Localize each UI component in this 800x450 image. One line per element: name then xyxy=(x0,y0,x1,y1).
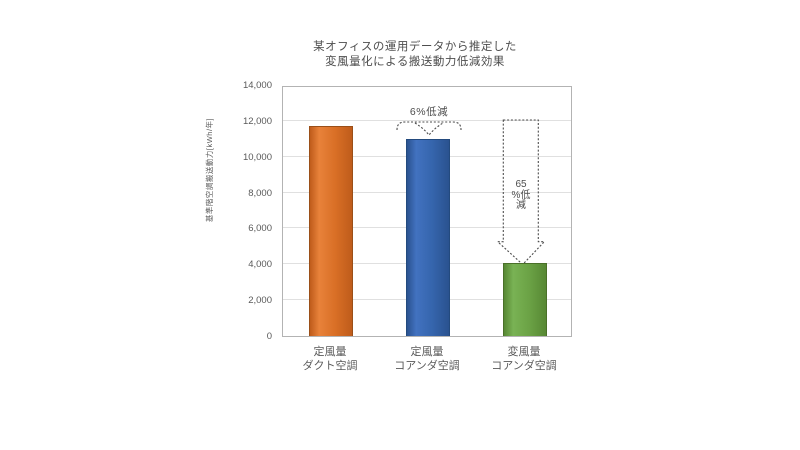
gridline xyxy=(283,119,571,121)
y-tick-label: 0 xyxy=(266,331,272,342)
annotation-65pct-label: 65 %低 減 xyxy=(496,179,546,212)
y-tick-label: 2,000 xyxy=(248,295,272,307)
annotation-65pct-line: 65 xyxy=(515,179,527,190)
x-label-vav-coanda: 変風量 コアンダ空調 xyxy=(464,345,584,373)
annotation-65pct-line: 減 xyxy=(516,200,526,211)
y-tick-label: 14,000 xyxy=(242,80,272,91)
x-label-line: コアンダ空調 xyxy=(491,360,557,372)
x-label-line: 定風量 xyxy=(410,346,444,358)
x-label-line: 定風量 xyxy=(313,346,347,358)
dashed-brace-down-icon xyxy=(396,121,462,136)
chart-title-line1: 某オフィスの運用データから推定した xyxy=(313,41,517,53)
x-label-cav-coanda: 定風量 コアンダ空調 xyxy=(367,345,487,373)
x-label-cav-duct: 定風量 ダクト空調 xyxy=(270,345,390,373)
x-label-line: ダクト空調 xyxy=(302,360,358,372)
x-label-line: 変風量 xyxy=(507,346,541,358)
dashed-down-arrow-icon xyxy=(496,119,546,266)
y-tick-label: 8,000 xyxy=(248,187,272,199)
annotation-6pct-label: 6%低減 xyxy=(409,106,449,118)
plot-area xyxy=(282,86,572,337)
y-tick-label: 12,000 xyxy=(242,115,272,127)
y-axis-title: 基準階空調搬送動力[kWh/年] xyxy=(205,117,214,223)
bar-vav-coanda xyxy=(503,263,547,336)
y-tick-label: 4,000 xyxy=(248,259,272,271)
annotation-65pct-line: %低 xyxy=(511,189,531,201)
x-label-line: コアンダ空調 xyxy=(394,360,460,372)
chart-title: 某オフィスの運用データから推定した 変風量化による搬送動力低減効果 xyxy=(215,40,615,70)
y-tick-label: 6,000 xyxy=(248,223,272,235)
bar-cav-duct xyxy=(309,126,353,336)
chart-title-line2: 変風量化による搬送動力低減効果 xyxy=(325,56,505,68)
bar-cav-coanda xyxy=(406,138,450,336)
y-tick-label: 10,000 xyxy=(242,151,272,163)
